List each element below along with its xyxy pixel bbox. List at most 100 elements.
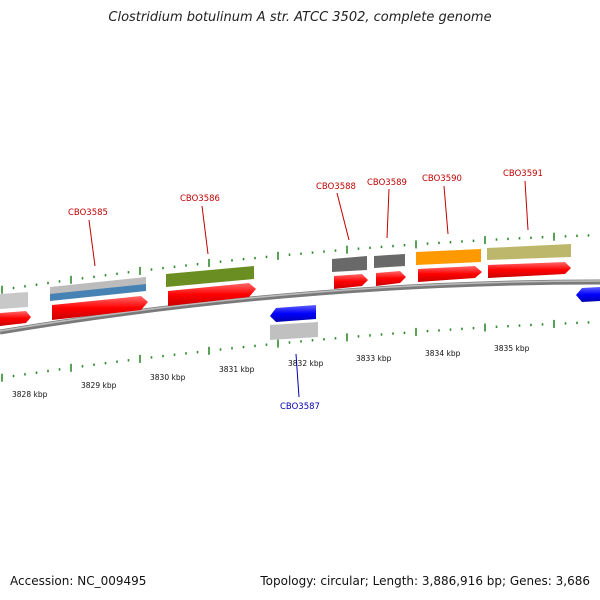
minor-tick xyxy=(403,244,406,247)
gene-label[interactable]: CBO3589 xyxy=(367,178,407,188)
major-tick xyxy=(346,245,348,254)
tick-label: 3835 kbp xyxy=(494,344,530,353)
label-leader-line xyxy=(386,188,390,239)
forward-cds-arrow[interactable] xyxy=(0,311,31,326)
minor-tick xyxy=(449,328,452,331)
minor-tick xyxy=(426,242,429,245)
minor-tick xyxy=(472,239,475,242)
forward-cds-arrow[interactable] xyxy=(52,296,148,320)
minor-tick xyxy=(311,251,314,254)
minor-tick xyxy=(173,265,176,268)
gene-function-bar[interactable] xyxy=(332,256,367,272)
minor-tick xyxy=(323,338,325,341)
major-tick xyxy=(277,339,279,348)
gene-function-bar[interactable] xyxy=(487,244,571,260)
minor-tick xyxy=(242,258,245,261)
major-tick xyxy=(208,346,210,355)
label-leader-line xyxy=(201,205,209,255)
label-leader-line xyxy=(443,185,449,235)
minor-tick xyxy=(495,238,498,241)
major-tick xyxy=(415,327,417,336)
minor-tick xyxy=(472,326,475,330)
minor-tick xyxy=(81,277,84,280)
major-tick xyxy=(553,232,555,241)
minor-tick xyxy=(24,373,26,376)
minor-tick xyxy=(242,345,245,349)
minor-tick xyxy=(587,234,590,237)
lower-tick-row xyxy=(1,319,590,382)
minor-tick xyxy=(311,339,314,342)
kbp-labels: 3828 kbp 3829 kbp 3830 kbp 3831 kbp 3832… xyxy=(12,344,530,399)
minor-tick xyxy=(380,245,383,249)
tick-label: 3831 kbp xyxy=(219,365,255,374)
forward-cds-arrow[interactable] xyxy=(168,283,256,306)
major-tick xyxy=(1,373,3,382)
gene-function-bar[interactable] xyxy=(50,284,146,301)
label-leader-line xyxy=(88,219,96,267)
minor-tick xyxy=(507,325,509,328)
page-title: Clostridium botulinum A str. ATCC 3502, … xyxy=(108,10,492,25)
minor-tick xyxy=(449,241,452,244)
tick-label: 3829 kbp xyxy=(81,381,117,390)
minor-tick xyxy=(162,266,164,270)
minor-tick xyxy=(93,363,95,366)
major-tick xyxy=(70,363,72,372)
minor-tick xyxy=(403,331,406,334)
minor-tick xyxy=(357,247,360,250)
forward-cds-arrow[interactable] xyxy=(418,266,482,282)
minor-tick xyxy=(357,335,360,338)
minor-tick xyxy=(185,352,187,355)
minor-tick xyxy=(265,343,268,346)
gene-function-bar[interactable] xyxy=(374,254,405,268)
minor-tick xyxy=(196,263,199,266)
gene-label[interactable]: CBO3587 xyxy=(280,402,320,412)
minor-tick xyxy=(219,348,222,351)
forward-cds-arrow[interactable] xyxy=(376,271,406,286)
topology-text: Topology: circular; Length: 3,886,916 bp… xyxy=(260,574,590,588)
gene-function-bar[interactable] xyxy=(270,322,318,340)
reverse-cds-arrow[interactable] xyxy=(270,305,316,322)
gene-label[interactable]: CBO3585 xyxy=(68,208,108,218)
minor-tick xyxy=(530,323,532,327)
minor-tick xyxy=(35,283,38,286)
minor-tick xyxy=(150,356,153,359)
major-tick xyxy=(346,333,348,342)
backbone-highlight xyxy=(0,280,600,332)
minor-tick xyxy=(564,235,567,238)
minor-tick xyxy=(334,249,337,252)
major-tick xyxy=(139,354,141,363)
minor-tick xyxy=(438,241,440,245)
forward-cds-arrow[interactable] xyxy=(488,262,571,278)
accession-text: Accession: NC_009495 xyxy=(10,574,147,588)
gene-function-bar[interactable] xyxy=(0,292,28,309)
major-tick xyxy=(415,240,417,249)
gene-label[interactable]: CBO3591 xyxy=(503,169,543,179)
forward-cds-arrows xyxy=(0,262,571,326)
minor-tick xyxy=(150,268,153,271)
minor-tick xyxy=(196,350,199,354)
gene-function-bar[interactable] xyxy=(166,266,254,287)
minor-tick xyxy=(47,369,49,373)
tick-label: 3830 kbp xyxy=(150,373,186,382)
gene-label[interactable]: CBO3588 xyxy=(316,182,356,192)
minor-tick xyxy=(392,244,394,248)
gene-label[interactable]: CBO3590 xyxy=(422,174,462,184)
minor-tick xyxy=(24,285,26,288)
minor-tick xyxy=(254,256,256,260)
label-leader-line xyxy=(295,353,300,398)
minor-tick xyxy=(438,329,440,332)
forward-cds-arrow[interactable] xyxy=(334,274,368,289)
gene-function-bar[interactable] xyxy=(50,277,146,295)
backbone-track xyxy=(0,279,600,335)
reverse-cds-arrow[interactable] xyxy=(576,287,600,302)
minor-tick xyxy=(530,236,532,239)
minor-tick xyxy=(288,253,291,256)
minor-tick xyxy=(369,246,371,249)
minor-tick xyxy=(116,272,118,275)
minor-tick xyxy=(541,323,544,326)
tick-label: 3833 kbp xyxy=(356,354,392,363)
minor-tick xyxy=(12,286,15,290)
gene-function-bar[interactable] xyxy=(416,249,481,265)
gene-label[interactable]: CBO3586 xyxy=(180,194,220,204)
